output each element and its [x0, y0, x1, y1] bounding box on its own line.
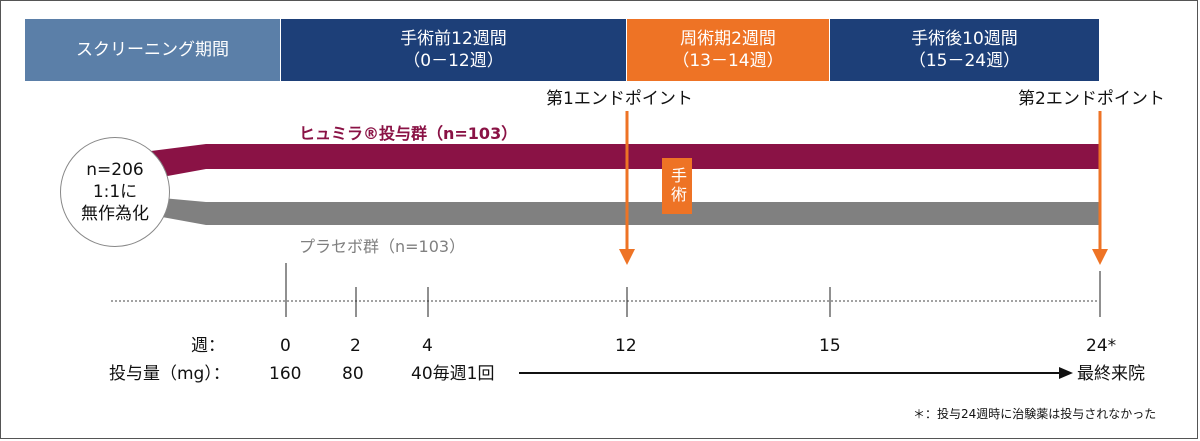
- week-row-label: 週：: [191, 336, 225, 356]
- final-visit-label: 最終来院: [1077, 364, 1145, 384]
- phase-screening: スクリーニング期間: [25, 19, 280, 81]
- phase-perioperative: 周術期2週間 （13－14週）: [627, 19, 829, 81]
- treatment-arm-label: ヒュミラ®投与群（n=103）: [299, 124, 518, 143]
- footnote: ＊：投与24週時に治験薬は投与されなかった: [913, 407, 1157, 421]
- dose-week-4-onward: 40毎週1回: [411, 364, 495, 384]
- placebo-arm-label: プラセボ群（n=103）: [299, 237, 466, 256]
- dose-continuation-arrowhead: [1059, 367, 1073, 379]
- randomization-n: n=206: [86, 160, 144, 180]
- week-12-label: 12: [615, 336, 637, 356]
- week-2-label: 2: [350, 336, 361, 356]
- dose-row-label: 投与量（mg）：: [109, 364, 230, 384]
- phase-pre-surgery-range: （0－12週）: [403, 51, 504, 71]
- week-4-label: 4: [422, 336, 433, 356]
- phase-post-surgery-range: （15－24週）: [908, 51, 1021, 71]
- phase-pre-surgery-label: 手術前12週間: [400, 29, 507, 49]
- week-24-label: 24*: [1086, 336, 1117, 356]
- surgery-marker: 手術: [662, 158, 692, 214]
- randomization-circle: n=206 1:1に 無作為化: [60, 137, 170, 247]
- placebo-arm-bar: [151, 197, 1099, 225]
- phase-post-surgery-label: 手術後10週間: [911, 29, 1018, 49]
- phase-screening-label: スクリーニング期間: [76, 40, 229, 60]
- first-endpoint-arrowhead: [619, 249, 635, 265]
- randomization-method: 無作為化: [81, 204, 149, 224]
- phase-pre-surgery: 手術前12週間 （0－12週）: [281, 19, 626, 81]
- first-endpoint-label: 第1エンドポイント: [546, 89, 693, 109]
- second-endpoint-label: 第2エンドポイント: [1018, 89, 1165, 109]
- dose-week-2: 80: [342, 364, 364, 384]
- randomization-ratio: 1:1に: [92, 182, 138, 202]
- phase-post-surgery: 手術後10週間 （15－24週）: [830, 19, 1099, 81]
- phase-perioperative-range: （13－14週）: [672, 51, 784, 71]
- week-0-label: 0: [280, 336, 291, 356]
- phase-perioperative-label: 周術期2週間: [680, 29, 776, 49]
- week-15-label: 15: [819, 336, 841, 356]
- dose-week-0: 160: [269, 364, 302, 384]
- treatment-arm-bar: [151, 144, 1099, 179]
- second-endpoint-arrowhead: [1092, 249, 1108, 265]
